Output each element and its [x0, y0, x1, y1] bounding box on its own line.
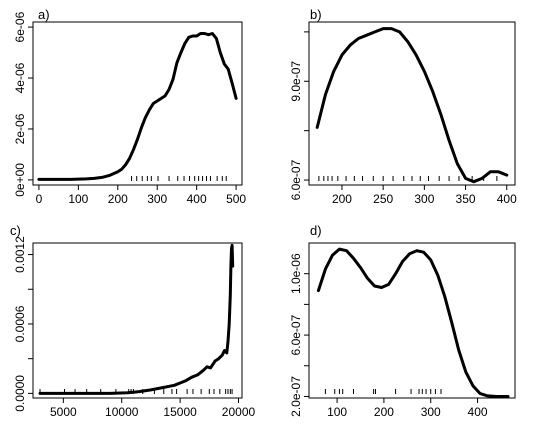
y-tick-label: 2.0e-07	[289, 376, 303, 417]
x-tick-label: 200	[332, 192, 352, 206]
series-line	[315, 27, 509, 184]
plot-frame	[32, 242, 243, 399]
y-tick-label: 6.0e-07	[289, 314, 303, 355]
panel-d-label: d)	[310, 223, 322, 238]
y-tick-label: 6.0e-07	[289, 159, 303, 200]
panel-b: b) 200 250 300 350 400 6.0e-07 9.0e-07	[289, 7, 517, 206]
x-tick-label: 15000	[163, 405, 197, 419]
plot-frame	[32, 21, 243, 186]
series-line	[316, 247, 510, 398]
x-tick-label: 10000	[105, 405, 139, 419]
x-tick-label: 300	[421, 405, 441, 419]
y-tick-label: 1.0e-06	[289, 253, 303, 294]
y-tick-label: 0.0000	[13, 375, 27, 412]
x-tick-label: 400	[497, 192, 517, 206]
panel-d: d) 100 200 300 400 2.0e-07 6.0e-07 1.0e-06	[289, 223, 516, 419]
x-tick-label: 0	[36, 192, 43, 206]
panel-c: c) 5000 10000 15000 20000 0.0000 0.0006 0.0012	[10, 223, 256, 419]
panel-c-label: c)	[10, 223, 21, 238]
y-tick-label: 0.0006	[13, 305, 27, 342]
y-tick-label: 2e-06	[13, 113, 27, 144]
x-tick-label: 400	[468, 405, 488, 419]
x-tick-label: 20000	[222, 405, 256, 419]
panel-a: a) 0 100 200 300 400 500 0e+00 2e-06 4e-06 6e-06	[13, 7, 246, 206]
panel-b-label: b)	[310, 7, 322, 22]
x-tick-label: 300	[414, 192, 434, 206]
x-tick-label: 200	[108, 192, 128, 206]
y-tick-label: 0e+00	[13, 163, 27, 197]
plot-frame	[308, 242, 516, 399]
y-tick-label: 9.0e-07	[289, 61, 303, 102]
series-line	[38, 243, 235, 395]
x-tick-label: 5000	[50, 405, 77, 419]
x-tick-label: 200	[374, 405, 394, 419]
x-tick-label: 100	[327, 405, 347, 419]
panel-a-label: a)	[38, 7, 50, 22]
x-tick-label: 100	[68, 192, 88, 206]
x-tick-label: 400	[187, 192, 207, 206]
x-tick-label: 350	[456, 192, 476, 206]
y-tick-label: 0.0012	[13, 236, 27, 273]
y-tick-label: 4e-06	[13, 62, 27, 93]
x-tick-label: 500	[226, 192, 246, 206]
x-tick-label: 300	[147, 192, 167, 206]
plot-frame	[308, 21, 516, 186]
y-tick-label: 6e-06	[13, 11, 27, 42]
x-tick-label: 250	[373, 192, 393, 206]
series-line	[37, 32, 238, 181]
